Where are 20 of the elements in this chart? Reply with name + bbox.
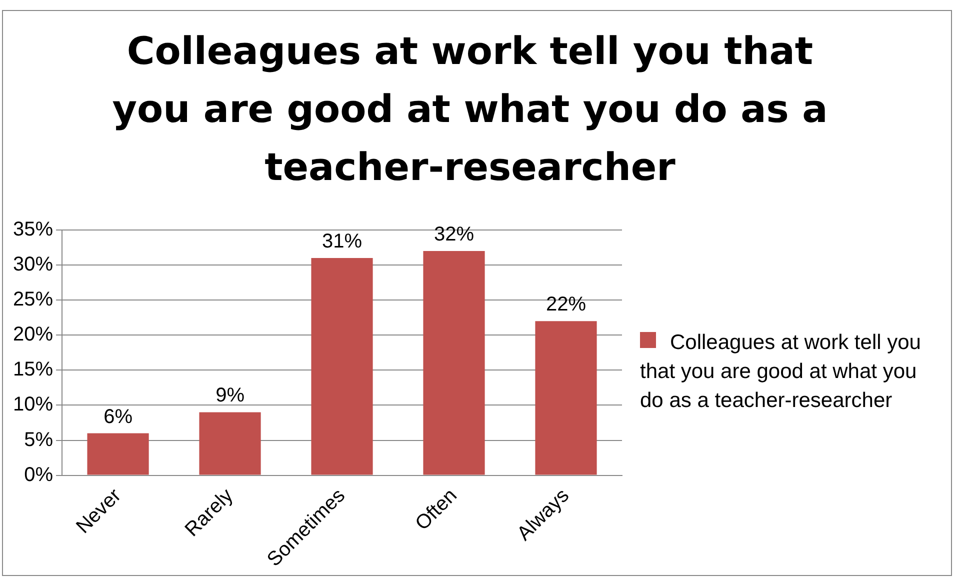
y-tick-label: 25% <box>13 288 54 311</box>
y-tick-label: 20% <box>13 324 54 346</box>
y-tick-label: 5% <box>24 428 54 451</box>
y-tick-label: 10% <box>13 394 54 416</box>
y-tick-label: 0% <box>24 464 54 486</box>
bar <box>311 258 373 475</box>
y-tick-label: 35% <box>13 218 54 241</box>
chart-title: Colleagues at work tell you that you are good at what you do as a teacher-researcher <box>111 28 829 191</box>
y-tick-label: 30% <box>13 254 54 276</box>
data-label: 31% <box>322 230 362 253</box>
bar <box>199 412 261 475</box>
bar <box>535 321 597 475</box>
data-label: 9% <box>216 384 245 407</box>
y-tick-label: 15% <box>13 358 54 381</box>
bar <box>423 251 485 475</box>
bar <box>87 433 149 475</box>
data-label: 22% <box>546 294 586 316</box>
data-label: 32% <box>434 224 474 246</box>
data-label: 6% <box>104 406 133 428</box>
legend-label: Colleagues at work tell you that you are good at what you do as a teacher-researcher <box>640 330 922 414</box>
